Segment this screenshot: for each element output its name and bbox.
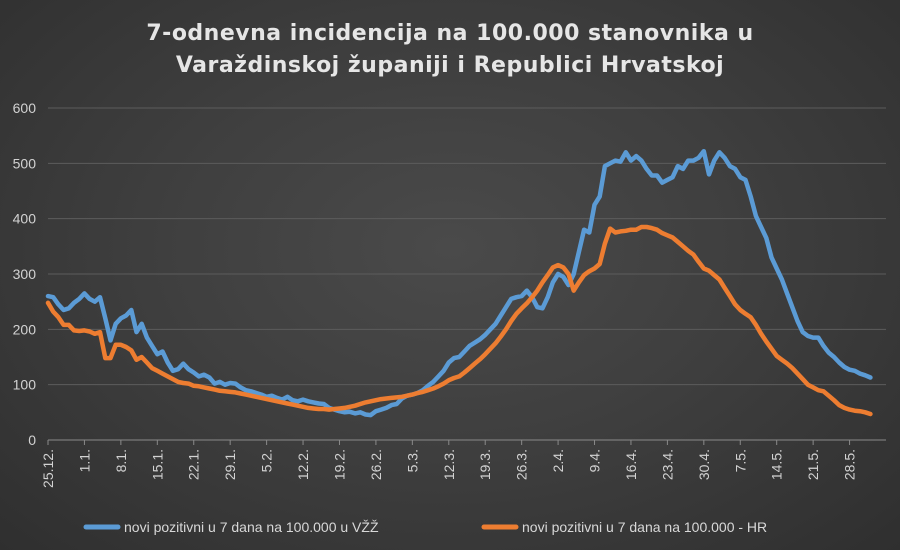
y-tick-label: 400: [13, 211, 37, 227]
series-line-vzz: [45, 148, 873, 418]
x-tick-label: 8.1.: [113, 449, 129, 472]
x-tick-label: 16.4.: [623, 449, 639, 480]
y-tick-label: 500: [13, 155, 37, 171]
chart-title-line-1: 7-odnevna incidencija na 100.000 stanovn…: [146, 21, 753, 46]
x-axis-tick-labels: 25.12. 1.1. 8.1. 15.1. 22.1. 29.1. 5.2. 12.2. 19…: [40, 449, 858, 488]
chart-title: 7-odnevna incidencija na 100.000 stanovn…: [146, 21, 753, 78]
x-tick-label: 30.4.: [696, 449, 712, 480]
x-tick-label: 5.2.: [259, 449, 275, 472]
x-tick-label: 28.5.: [842, 449, 858, 480]
x-tick-label: 15.1.: [149, 449, 165, 480]
x-tick-label: 12.2.: [295, 449, 311, 480]
legend-label-vzz: novi pozitivni u 7 dana na 100.000 u VŽŽ: [124, 519, 379, 535]
series-lines: [45, 148, 873, 418]
y-tick-label: 200: [13, 321, 37, 337]
x-tick-label: 21.5.: [805, 449, 821, 480]
y-axis-tick-labels: 0 100 200 300 400 500 600: [13, 100, 37, 448]
x-tick-label: 26.2.: [368, 449, 384, 480]
x-tick-label: 2.4.: [550, 449, 566, 472]
x-tick-label: 25.12.: [40, 449, 56, 488]
y-tick-label: 300: [13, 266, 37, 282]
x-tick-label: 5.3.: [404, 449, 420, 472]
legend-label-hr: novi pozitivni u 7 dana na 100.000 - HR: [522, 519, 767, 535]
x-tick-label: 7.5.: [732, 449, 748, 472]
x-tick-label: 26.3.: [514, 449, 530, 480]
legend: novi pozitivni u 7 dana na 100.000 u VŽŽ…: [83, 519, 767, 535]
gridlines: [48, 107, 886, 386]
x-tick-label: 19.3.: [477, 449, 493, 480]
y-tick-label: 0: [28, 432, 36, 448]
series-line-hr: [45, 224, 873, 417]
y-tick-label: 100: [13, 377, 37, 393]
x-tick-label: 22.1.: [186, 449, 202, 480]
x-axis: [47, 439, 886, 445]
x-tick-label: 19.2.: [331, 449, 347, 480]
y-tick-label: 600: [13, 100, 37, 116]
x-tick-label: 1.1.: [76, 449, 92, 472]
x-tick-label: 9.4.: [587, 449, 603, 472]
x-tick-label: 29.1.: [222, 449, 238, 480]
x-tick-label: 23.4.: [659, 449, 675, 480]
chart-title-line-2: Varaždinskoj županiji i Republici Hrvats…: [176, 53, 724, 78]
x-tick-label: 14.5.: [769, 449, 785, 480]
x-tick-label: 12.3.: [441, 449, 457, 480]
